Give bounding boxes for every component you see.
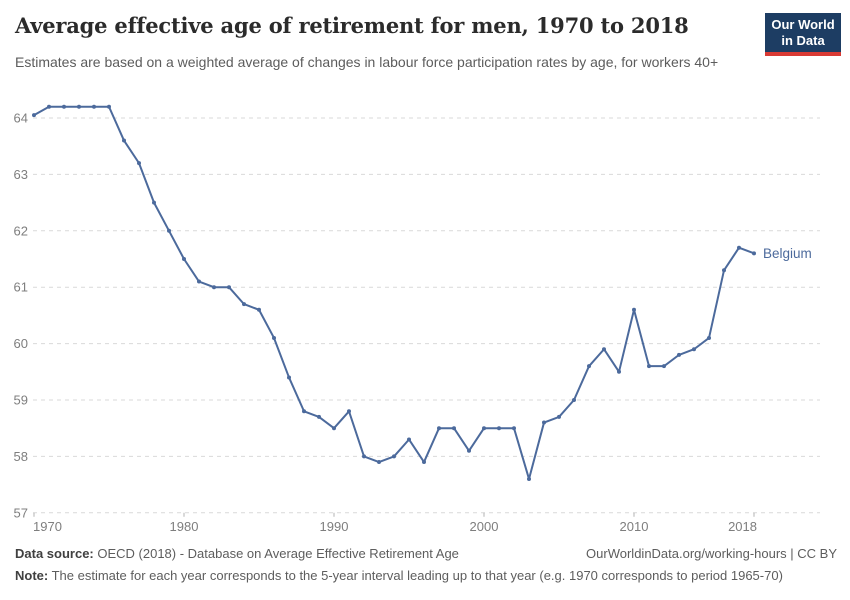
- data-point: [587, 364, 591, 369]
- data-point: [497, 426, 501, 431]
- data-point: [212, 285, 216, 290]
- y-axis-label: 64: [14, 111, 28, 126]
- data-point: [467, 448, 471, 453]
- data-point: [302, 409, 306, 414]
- chart-subtitle: Estimates are based on a weighted averag…: [15, 54, 719, 70]
- data-point: [107, 104, 111, 109]
- x-axis-label: 1970: [33, 519, 62, 534]
- data-point: [662, 364, 666, 369]
- line-chart-canvas: 57 58 59 60 61 62 63 64 1970 1980 1990 2000 2010 2018…: [14, 104, 820, 534]
- note-label: Note:: [15, 568, 49, 583]
- y-axis-label: 61: [14, 280, 28, 295]
- data-point: [272, 335, 276, 340]
- data-point: [137, 161, 141, 166]
- data-point: [407, 437, 411, 442]
- data-point: [77, 104, 81, 109]
- data-point: [737, 245, 741, 250]
- data-point: [347, 409, 351, 414]
- y-axis-label: 58: [14, 449, 28, 464]
- data-point: [602, 347, 606, 352]
- data-point: [287, 375, 291, 380]
- y-axis-label: 62: [14, 223, 28, 238]
- data-line: [33, 105, 755, 480]
- data-point: [617, 369, 621, 374]
- data-point: [707, 335, 711, 340]
- data-point: [362, 454, 366, 459]
- data-point: [92, 104, 96, 109]
- data-point: [722, 268, 726, 273]
- attribution-link[interactable]: OurWorldinData.org/working-hours | CC BY: [586, 546, 837, 561]
- x-axis-label: 1980: [170, 519, 199, 534]
- data-point: [437, 426, 441, 431]
- x-axis-label: 2018: [728, 519, 757, 534]
- data-point: [692, 347, 696, 352]
- data-point: [167, 228, 171, 233]
- data-point: [752, 251, 756, 256]
- series-end-label: Belgium: [763, 246, 812, 261]
- data-point: [392, 454, 396, 459]
- owid-logo-accent-bar: [765, 52, 841, 56]
- y-axis-label: 57: [14, 505, 28, 520]
- page-title: Average effective age of retirement for …: [15, 13, 689, 38]
- data-point: [647, 364, 651, 369]
- data-point: [182, 257, 186, 261]
- data-point: [32, 113, 36, 118]
- owid-logo-line2: in Data: [781, 33, 825, 48]
- data-point: [452, 426, 456, 431]
- owid-logo-line1: Our World: [771, 17, 835, 32]
- data-point: [62, 104, 66, 109]
- data-point: [632, 307, 636, 312]
- data-source-label: Data source:: [15, 546, 94, 561]
- data-point: [542, 420, 546, 425]
- y-axis-label: 59: [14, 393, 28, 408]
- data-source-text: OECD (2018) - Database on Average Effect…: [93, 546, 459, 561]
- data-point: [197, 279, 201, 284]
- note-text: The estimate for each year corresponds t…: [48, 568, 783, 583]
- data-point: [47, 104, 51, 109]
- data-point: [122, 138, 126, 143]
- data-point: [557, 414, 561, 419]
- x-axis-label: 1990: [320, 519, 349, 534]
- data-point: [257, 307, 261, 312]
- note-line: Note: The estimate for each year corresp…: [15, 566, 837, 585]
- data-point: [677, 352, 681, 357]
- data-point: [332, 426, 336, 431]
- data-point: [572, 398, 576, 402]
- data-point: [422, 460, 426, 465]
- data-point: [242, 302, 246, 307]
- data-point: [317, 414, 321, 419]
- data-point: [377, 460, 381, 465]
- y-axis-label: 63: [14, 167, 28, 182]
- chart-footer: Data source: OECD (2018) - Database on A…: [15, 544, 837, 585]
- data-point: [482, 426, 486, 431]
- x-axis-label: 2000: [470, 519, 499, 534]
- x-axis-label: 2010: [620, 519, 649, 534]
- data-point: [152, 200, 156, 205]
- data-point: [512, 426, 516, 431]
- data-point: [227, 285, 231, 290]
- y-axis-label: 60: [14, 336, 28, 351]
- owid-logo[interactable]: Our World in Data: [765, 13, 841, 56]
- data-source-line: Data source: OECD (2018) - Database on A…: [15, 544, 459, 563]
- data-point: [527, 476, 531, 481]
- owid-logo-text: Our World in Data: [765, 13, 841, 52]
